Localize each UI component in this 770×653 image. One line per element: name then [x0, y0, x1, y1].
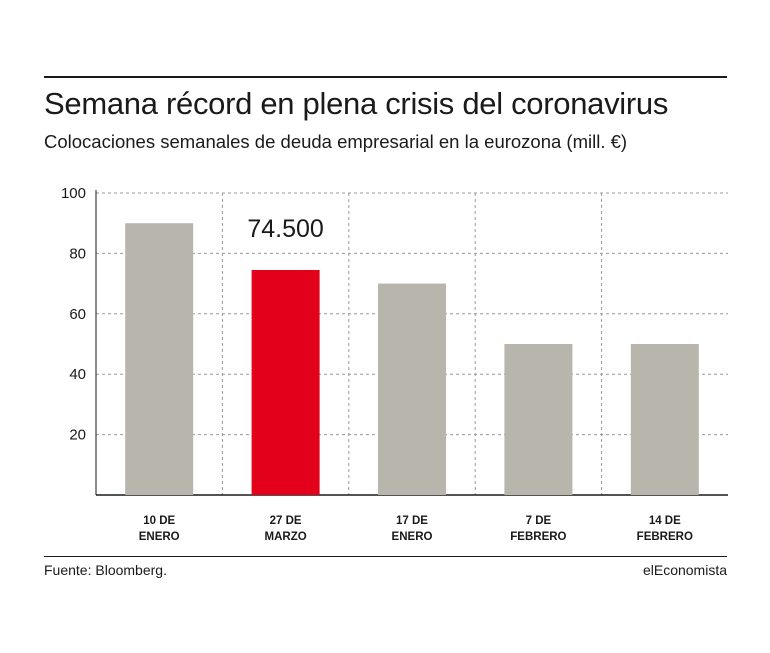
x-category-label: ENERO [139, 531, 180, 543]
bottom-rule [44, 556, 727, 557]
x-category-label: 7 DE [526, 515, 552, 527]
bar [504, 344, 573, 495]
bar [630, 344, 699, 495]
y-tick-label: 20 [69, 427, 86, 444]
bar [378, 283, 446, 495]
x-category-label: ENERO [392, 531, 433, 543]
x-category-label: MARZO [265, 531, 307, 543]
source-note: Fuente: Bloomberg. [44, 562, 167, 578]
top-rule [44, 76, 727, 78]
data-label: 74.500 [247, 215, 323, 243]
x-category-label: 14 DE [649, 515, 681, 527]
y-tick-label: 100 [61, 185, 86, 202]
x-category-label: 27 DE [270, 515, 302, 527]
bar [125, 223, 194, 495]
publisher-brand: elEconomista [642, 562, 727, 578]
x-category-label: 17 DE [396, 515, 428, 527]
x-category-label: FEBRERO [637, 531, 693, 543]
chart-subtitle: Colocaciones semanales de deuda empresar… [44, 131, 628, 152]
y-tick-label: 60 [69, 306, 86, 323]
chart-title: Semana récord en plena crisis del corona… [44, 86, 669, 121]
x-category-label: FEBRERO [510, 531, 566, 543]
y-tick-label: 80 [69, 245, 86, 262]
y-tick-label: 40 [69, 366, 86, 383]
bar [251, 270, 320, 495]
x-category-label: 10 DE [143, 515, 175, 527]
